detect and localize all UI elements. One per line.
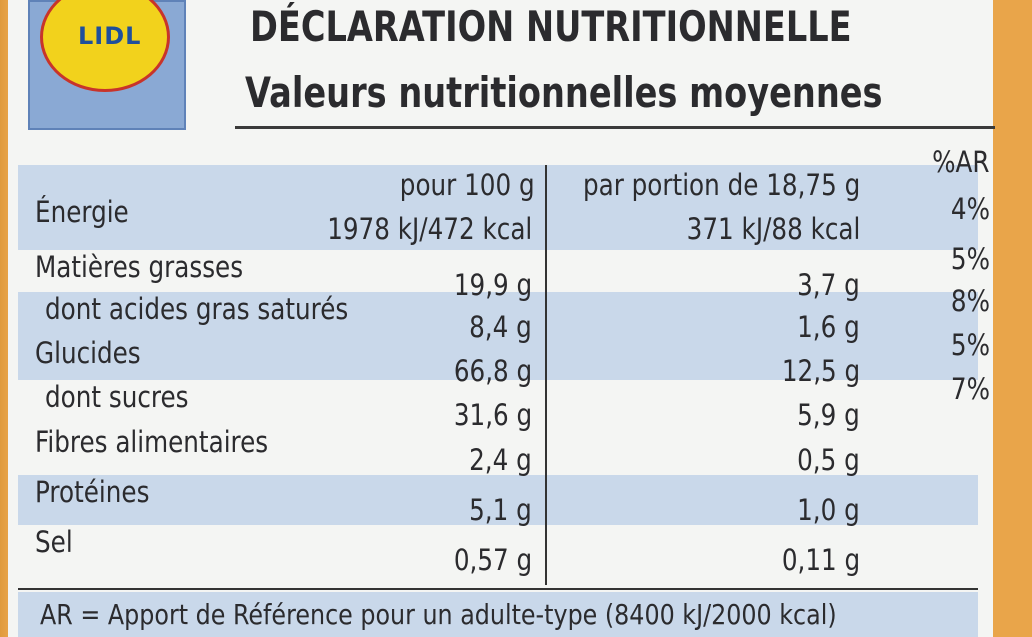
value-per-100g: 0,57 g (453, 543, 532, 577)
logo-text: LIDL (78, 22, 142, 50)
title: DÉCLARATION NUTRITIONNELLE (250, 2, 852, 51)
stripe (18, 165, 978, 200)
value-per-100g: 5,1 g (469, 493, 532, 527)
footer-rule (18, 588, 978, 590)
value-ar: 7% (950, 372, 990, 406)
rule (235, 126, 995, 129)
value-ar: 8% (950, 284, 990, 318)
column-divider (545, 165, 547, 585)
logo-box: LIDL (28, 0, 186, 130)
column-header: pour 100 g (400, 168, 535, 202)
value-ar: 5% (950, 242, 990, 276)
row-label: Protéines (35, 475, 150, 509)
value-per-portion: 371 kJ/88 kcal (686, 212, 860, 246)
footer-stripe (18, 592, 978, 637)
row-label: Énergie (35, 195, 129, 229)
value-per-portion: 5,9 g (797, 398, 860, 432)
row-label: Sel (35, 525, 73, 559)
value-per-100g: 66,8 g (453, 354, 532, 388)
row-label: Matières grasses (35, 250, 244, 284)
row-label: dont sucres (45, 380, 189, 414)
footer: AR = Apport de Référence pour un adulte-… (40, 598, 837, 631)
value-per-portion: 0,11 g (781, 543, 860, 577)
value-per-portion: 12,5 g (781, 354, 860, 388)
value-ar: 4% (950, 192, 990, 226)
column-header: par portion de 18,75 g (582, 168, 860, 202)
column-header: %AR (932, 145, 990, 179)
stripe (18, 336, 978, 380)
stripe (18, 292, 978, 336)
value-per-portion: 3,7 g (797, 268, 860, 302)
logo-circle (40, 0, 170, 92)
row-label: Glucides (35, 336, 141, 370)
value-per-100g: 2,4 g (469, 443, 532, 477)
value-per-100g: 31,6 g (453, 398, 532, 432)
value-ar: 5% (950, 328, 990, 362)
stripe (18, 475, 978, 525)
row-label: dont acides gras saturés (45, 292, 349, 326)
row-label: Fibres alimentaires (35, 425, 269, 459)
subtitle: Valeurs nutritionnelles moyennes (245, 68, 883, 117)
value-per-portion: 1,6 g (797, 310, 860, 344)
value-per-portion: 1,0 g (797, 493, 860, 527)
value-per-100g: 1978 kJ/472 kcal (326, 212, 532, 246)
value-per-portion: 0,5 g (797, 443, 860, 477)
value-per-100g: 8,4 g (469, 310, 532, 344)
stripe (18, 200, 978, 250)
value-per-100g: 19,9 g (453, 268, 532, 302)
